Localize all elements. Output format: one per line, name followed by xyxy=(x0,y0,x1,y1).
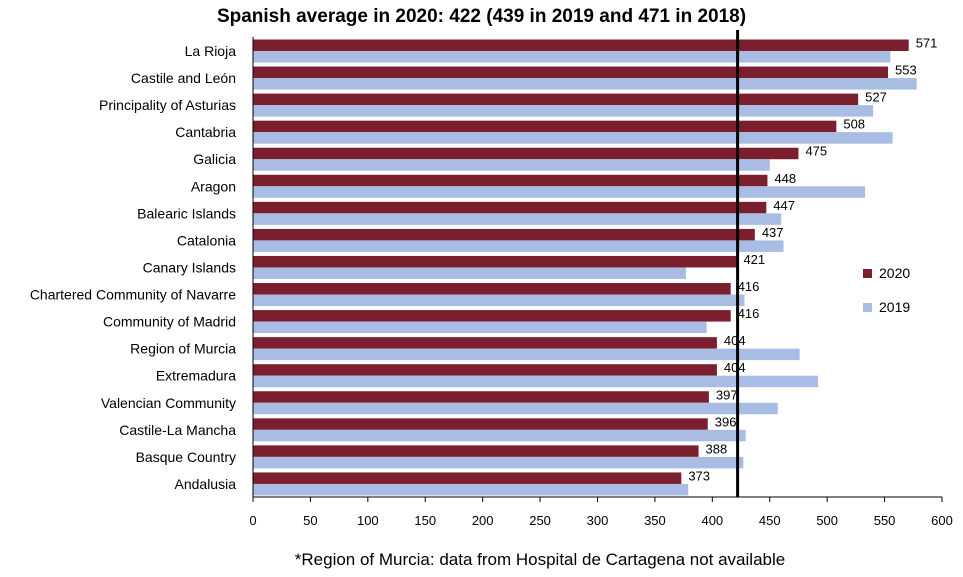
data-label-2020: 373 xyxy=(688,468,710,483)
bar-2019 xyxy=(253,375,818,388)
bar-2020 xyxy=(253,445,699,457)
bar-2019 xyxy=(253,429,746,442)
x-tick-label: 200 xyxy=(472,513,494,528)
bar-2020 xyxy=(253,391,709,403)
category-label: Castile and León xyxy=(131,70,236,86)
bar-2019 xyxy=(253,213,782,225)
bar-2020 xyxy=(253,418,708,430)
legend-label-2020: 2020 xyxy=(879,265,910,281)
bar-2019 xyxy=(253,267,686,279)
bar-2020 xyxy=(253,147,799,160)
bar-2020 xyxy=(253,66,889,79)
category-label: Extremadura xyxy=(156,368,236,384)
data-label-2020: 553 xyxy=(895,63,917,78)
bar-2019 xyxy=(253,159,770,171)
bar-2020 xyxy=(253,201,767,214)
footnote: *Region of Murcia: data from Hospital de… xyxy=(294,550,786,569)
bar-2019 xyxy=(253,294,745,307)
category-label: Chartered Community of Navarre xyxy=(30,287,236,303)
category-label: Principality of Asturias xyxy=(99,97,236,113)
x-tick-label: 100 xyxy=(357,513,379,528)
bar-2019 xyxy=(253,51,891,63)
data-label-2020: 448 xyxy=(774,171,796,186)
legend: 2020 2019 xyxy=(857,260,919,322)
category-labels: La Rioja Castile and León Principality of … xyxy=(30,43,236,492)
bar-2019 xyxy=(253,240,784,252)
bar-2020 xyxy=(253,472,682,484)
data-label-2020: 571 xyxy=(916,36,938,51)
bar-2020 xyxy=(253,93,859,106)
bar-2019 xyxy=(253,402,778,415)
x-tick-label: 0 xyxy=(249,513,256,528)
category-label: Cantabria xyxy=(175,124,236,140)
category-label: Community of Madrid xyxy=(103,314,236,330)
x-tick-label: 600 xyxy=(931,513,953,528)
data-label-2020: 447 xyxy=(773,198,795,213)
x-tick-label: 500 xyxy=(816,513,838,528)
bar-2020 xyxy=(253,120,837,133)
category-label: Aragon xyxy=(191,178,236,194)
category-label: Galicia xyxy=(193,151,236,167)
data-label-2020: 397 xyxy=(716,387,738,402)
bar-2020 xyxy=(253,228,755,241)
data-label-2020: 404 xyxy=(724,333,746,348)
data-label-2020: 396 xyxy=(715,414,737,429)
bar-2019 xyxy=(253,483,689,496)
bar-2020 xyxy=(253,255,737,268)
x-tick-label: 550 xyxy=(874,513,896,528)
bar-2019 xyxy=(253,186,866,198)
bar-2020 xyxy=(253,174,768,187)
bar-chart: La Rioja Castile and León Principality of … xyxy=(30,30,953,528)
x-tick-label: 50 xyxy=(303,513,317,528)
legend-swatch-2020 xyxy=(863,269,872,278)
data-label-2020: 416 xyxy=(738,279,760,294)
legend-swatch-2019 xyxy=(863,303,872,312)
bar-2019 xyxy=(253,348,800,361)
category-label: Region of Murcia xyxy=(130,341,236,357)
bar-2020 xyxy=(253,39,909,51)
bar-2019 xyxy=(253,132,893,144)
data-label-2020: 508 xyxy=(843,117,865,132)
category-label: Catalonia xyxy=(177,232,236,248)
bar-2019 xyxy=(253,456,744,469)
bar-2020 xyxy=(253,310,731,322)
data-label-2020: 404 xyxy=(724,360,746,375)
category-label: La Rioja xyxy=(185,43,237,59)
data-label-2020: 475 xyxy=(805,144,827,159)
category-label: Balearic Islands xyxy=(137,205,236,221)
x-tick-label: 450 xyxy=(759,513,781,528)
category-label: Basque Country xyxy=(136,449,236,465)
category-label: Canary Islands xyxy=(143,259,236,275)
x-axis: 0 50 100 150 200 250 300 350 400 450 500 550 600 xyxy=(249,37,953,528)
legend-label-2019: 2019 xyxy=(879,299,910,315)
category-label: Andalusia xyxy=(175,476,237,492)
bar-2020 xyxy=(253,364,717,376)
data-label-2020: 527 xyxy=(865,90,887,105)
data-label-2020: 388 xyxy=(706,441,728,456)
x-tick-label: 400 xyxy=(701,513,723,528)
x-tick-label: 300 xyxy=(587,513,609,528)
category-label: Valencian Community xyxy=(101,395,236,411)
bar-2020 xyxy=(253,283,731,295)
data-label-2020: 416 xyxy=(738,306,760,321)
category-label: Castile-La Mancha xyxy=(119,422,236,438)
bar-2020 xyxy=(253,337,717,349)
bar-2019 xyxy=(253,105,874,117)
x-tick-label: 350 xyxy=(644,513,666,528)
bars-group xyxy=(253,39,917,496)
data-label-2020: 421 xyxy=(743,252,765,267)
data-label-2020: 437 xyxy=(762,225,784,240)
bar-2019 xyxy=(253,321,707,334)
bar-2019 xyxy=(253,78,917,90)
chart-title: Spanish average in 2020: 422 (439 in 201… xyxy=(216,6,747,27)
x-tick-label: 250 xyxy=(529,513,551,528)
x-tick-label: 150 xyxy=(414,513,436,528)
